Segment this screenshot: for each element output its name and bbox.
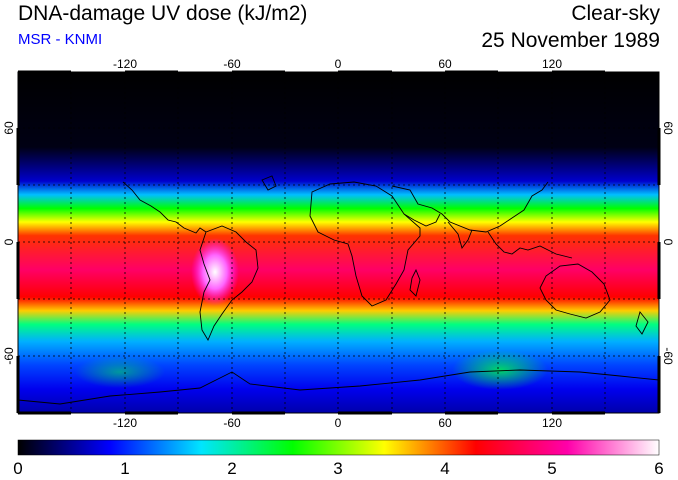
south-america-coast — [199, 225, 259, 341]
africa-coast — [309, 181, 421, 307]
lat-tick-left-1: 60 — [2, 121, 16, 135]
sky-condition: Clear-sky — [571, 2, 660, 25]
lon-tick-top-5: 120 — [542, 57, 562, 71]
antarctica-coast — [18, 369, 659, 405]
north-america-coast — [122, 181, 207, 234]
madagascar-coast — [409, 268, 421, 297]
lat-tick-left-3: -60 — [2, 347, 16, 365]
lon-tick-top-2: -60 — [223, 57, 241, 71]
coastlines — [18, 175, 659, 405]
lon-tick-bottom-5: 120 — [542, 416, 562, 430]
colorbar-label-0: 0 — [13, 459, 23, 478]
greenland-coast — [261, 175, 277, 191]
colorbar-label-1: 1 — [120, 459, 130, 478]
map-date: 25 November 1989 — [481, 29, 660, 52]
colorbar — [17, 439, 660, 456]
lon-tick-top-1: -120 — [113, 57, 137, 71]
lon-tick-bottom-2: -60 — [223, 416, 241, 430]
graticule — [18, 72, 659, 413]
lon-tick-bottom-4: 60 — [438, 416, 452, 430]
arabia-coast — [403, 213, 441, 227]
map-subtitle: MSR - KNMI — [18, 31, 103, 48]
colorbar-label-2: 2 — [227, 459, 237, 478]
map-title: DNA-damage UV dose (kJ/m2) — [18, 2, 308, 25]
lon-tick-bottom-3: 0 — [335, 416, 342, 430]
eurasia-coast — [391, 181, 549, 233]
south-atlantic-high — [452, 350, 548, 390]
colorbar-label-4: 4 — [440, 459, 450, 478]
colorbar-label-5: 5 — [547, 459, 557, 478]
india-coast — [447, 221, 473, 249]
southeast-asia-coast — [487, 231, 573, 259]
andes-high-uv — [191, 238, 239, 306]
lat-tick-right-1: 60 — [661, 121, 675, 135]
new-zealand-coast — [635, 311, 649, 335]
lat-tick-left-2: 0 — [2, 238, 16, 245]
australia-coast — [539, 263, 611, 319]
lat-tick-right-3: -60 — [661, 347, 675, 365]
lon-tick-bottom-1: -120 — [113, 416, 137, 430]
lon-tick-top-3: 0 — [335, 57, 342, 71]
lat-tick-right-2: 0 — [661, 239, 675, 246]
colorbar-label-6: 6 — [654, 459, 664, 478]
frame-ticks — [16, 70, 661, 415]
south-pacific-high — [75, 356, 165, 388]
lon-tick-top-4: 60 — [438, 57, 452, 71]
colorbar-label-3: 3 — [333, 459, 343, 478]
